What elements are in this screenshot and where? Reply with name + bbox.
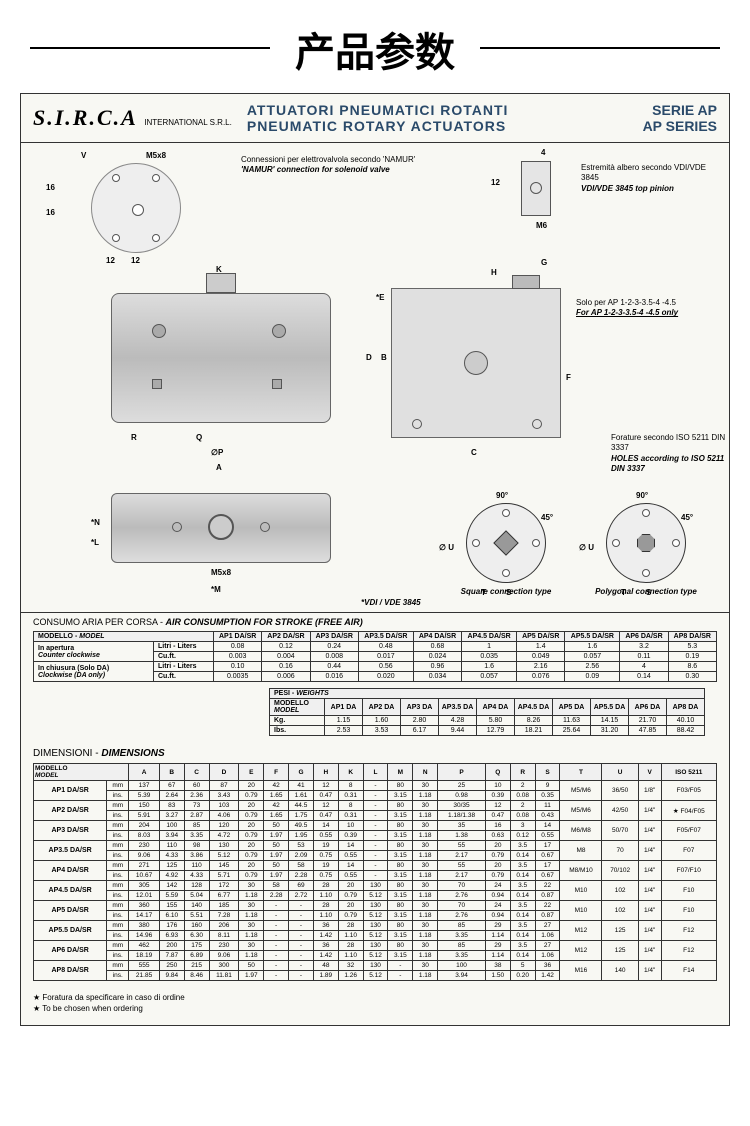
dim-f: F [566,373,571,382]
dim-m6: M6 [536,221,547,230]
pinion-diagram: 4 12 M6 [491,153,581,233]
footnote-1: ★ Foratura da specificare in caso di ord… [33,993,717,1002]
series-en: AP SERIES [643,118,717,134]
dim-v: V [81,151,86,160]
dim-k: K [216,265,222,274]
dim-g: G [541,258,547,267]
dim-table: MODELLOMODELABCDEFGHKLMNPQRSTUVISO 5211A… [33,763,717,981]
air-table: MODELLO - MODELAP1 DA/SRAP2 DA/SRAP3 DA/… [33,631,717,682]
dim-t1: T [481,588,486,597]
iso-note-it: Forature secondo ISO 5211 DIN 3337 [611,433,731,454]
title-en: PNEUMATIC ROTARY ACTUATORS [247,118,643,134]
dim-16a: 16 [46,183,55,192]
logo-block: S.I.R.C.A INTERNATIONAL S.R.L. [33,105,232,131]
header-series: SERIE AP AP SERIES [643,102,717,134]
dim-r: R [131,433,137,442]
series-it: SERIE AP [643,102,717,118]
dim-title: DIMENSIONI - DIMENSIONS [21,746,729,763]
air-title-it: CONSUMO ARIA PER CORSA [33,617,158,627]
actuator-front-diagram: K R Q ∅P A [111,273,361,473]
solo-note-en: For AP 1-2-3-3.5-4 -4.5 only [576,308,726,318]
air-title-en: AIR CONSUMPTION FOR STROKE (FREE AIR) [166,617,363,627]
solo-note-it: Solo per AP 1-2-3-3.5-4 -4.5 [576,298,726,308]
air-title: CONSUMO ARIA PER CORSA - AIR CONSUMPTION… [21,613,729,631]
dim-c: C [471,448,477,457]
dim-4: 4 [541,148,545,157]
square-connection-diagram: 90° 45° ∅ U T S Square connection type [451,503,561,603]
footnote-2: ★ To be chosen when ordering [33,1004,717,1013]
footnotes: ★ Foratura da specificare in caso di ord… [21,987,729,1025]
header-titles: ATTUATORI PNEUMATICI ROTANTI PNEUMATIC R… [247,102,643,134]
dim-h: H [491,268,497,277]
dim-p: ∅P [211,448,223,457]
namur-note-it: Connessioni per elettrovalvola secondo '… [241,155,421,165]
solo-note: Solo per AP 1-2-3-3.5-4 -4.5 For AP 1-2-… [576,298,726,319]
namur-flange-diagram: V M5x8 16 16 12 12 [51,153,221,263]
dim-m5x8-2: M5x8 [211,568,231,577]
dim-e: *E [376,293,384,302]
datasheet: S.I.R.C.A INTERNATIONAL S.R.L. ATTUATORI… [20,93,730,1026]
vdi-ref: *VDI / VDE 3845 [361,598,421,607]
dim-16b: 16 [46,208,55,217]
dim-12c: 12 [491,178,500,187]
page-title: 产品参数 [0,0,750,93]
logo: S.I.R.C.A [33,105,138,130]
namur-note-en: 'NAMUR' connection for solenoid valve [241,165,421,175]
dim-n: *N [91,518,100,527]
dim-title-en: DIMENSIONS [101,748,164,759]
vdi-note-en: VDI/VDE 3845 top pinion [581,184,721,194]
dim-l: *L [91,538,99,547]
dim-u1: ∅ U [439,543,454,552]
dim-title-it: DIMENSIONI [33,748,92,759]
vdi-note-it: Estremità albero secondo VDI/VDE 3845 [581,163,721,184]
dim-s1: S [506,588,511,597]
dim-12b: 12 [131,256,140,265]
diagram-area: V M5x8 16 16 12 12 Connessioni per elett… [21,143,729,613]
ang45-1: 45° [541,513,553,522]
ang90-1: 90° [496,491,508,500]
dim-d: D [366,353,372,362]
ang90-2: 90° [636,491,648,500]
iso-note-en: HOLES according to ISO 5211 DIN 3337 [611,454,731,475]
dim-s2: S [646,588,651,597]
header: S.I.R.C.A INTERNATIONAL S.R.L. ATTUATORI… [21,94,729,143]
dim-a: A [216,463,222,472]
actuator-bottom-diagram: *N *L M5x8 *M [111,493,361,603]
dim-m5x8: M5x8 [146,151,166,160]
dim-b: B [381,353,387,362]
dim-12a: 12 [106,256,115,265]
dim-u2: ∅ U [579,543,594,552]
iso-note: Forature secondo ISO 5211 DIN 3337 HOLES… [611,433,731,475]
dim-t2: T [621,588,626,597]
dim-q: Q [196,433,202,442]
namur-note: Connessioni per elettrovalvola secondo '… [241,155,421,176]
vdi-note: Estremità albero secondo VDI/VDE 3845 VD… [581,163,721,194]
weights-table: PESI - WEIGHTSMODELLOMODELAP1 DAAP2 DAAP… [269,688,705,736]
poly-connection-diagram: 90° 45° ∅ U T S Polygonal connection typ… [591,503,701,603]
dim-m: *M [211,585,221,594]
title-it: ATTUATORI PNEUMATICI ROTANTI [247,102,643,118]
logo-sub: INTERNATIONAL S.R.L. [144,118,232,127]
ang45-2: 45° [681,513,693,522]
